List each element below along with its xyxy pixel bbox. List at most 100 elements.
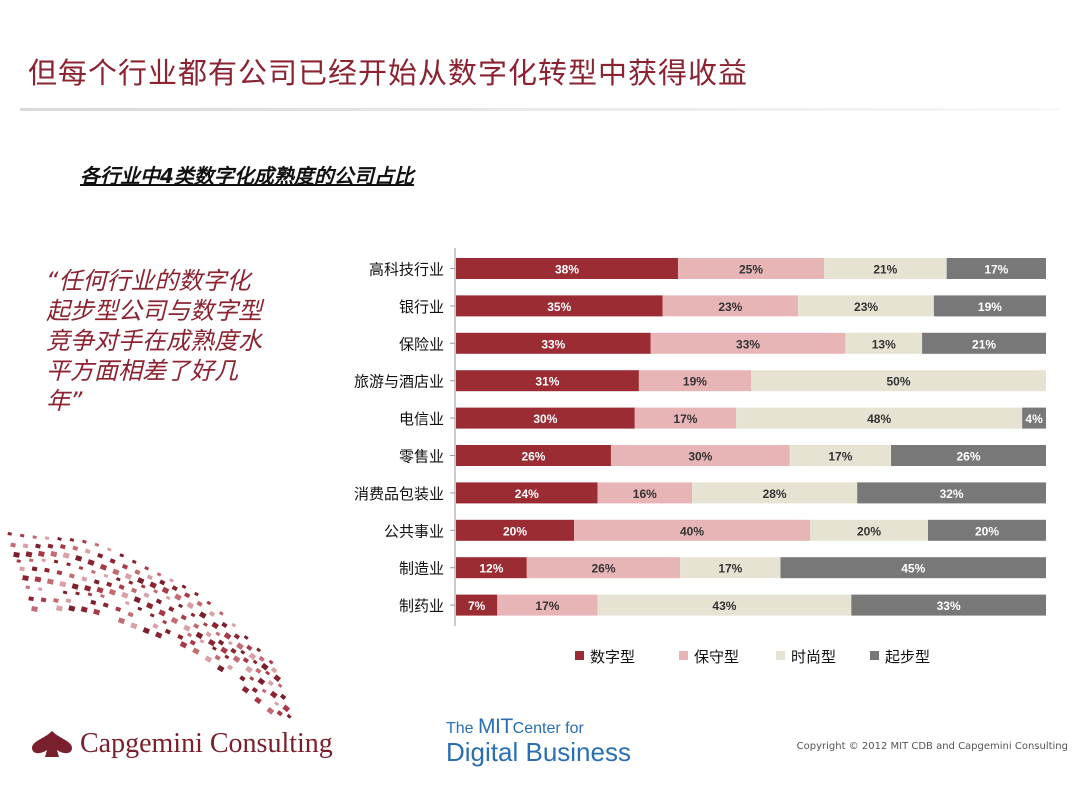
swirl-square: [223, 632, 232, 640]
swirl-square: [47, 543, 54, 549]
data-label: 13%: [872, 337, 896, 351]
swirl-square: [59, 580, 67, 588]
bar-segment: [810, 519, 928, 541]
swirl-square: [195, 631, 204, 640]
category-label: 旅游与酒店业: [354, 373, 444, 391]
swirl-square: [183, 624, 191, 632]
swirl-square: [255, 667, 262, 674]
data-label: 26%: [957, 450, 981, 464]
swirl-square: [170, 616, 179, 625]
data-label: 33%: [937, 599, 961, 613]
swirl-square: [40, 597, 47, 603]
digital-business-text: Digital Business: [446, 737, 631, 767]
swirl-square: [99, 563, 108, 571]
swirl-square: [55, 605, 63, 612]
data-label: 19%: [683, 375, 707, 389]
swirl-square: [158, 609, 166, 617]
data-label: 25%: [739, 263, 763, 277]
data-label: 4%: [1025, 412, 1043, 426]
swirl-square: [124, 572, 133, 580]
swirl-square: [215, 631, 221, 637]
capgemini-logo: Capgemini Consulting: [30, 728, 333, 760]
data-label: 19%: [978, 300, 1002, 314]
swirl-square: [78, 565, 84, 571]
bar-segment: [456, 332, 651, 354]
swirl-square: [181, 584, 187, 590]
swirl-square: [198, 611, 207, 619]
swirl-square: [226, 664, 234, 671]
swirl-square: [279, 693, 287, 700]
data-label: 31%: [535, 375, 559, 389]
bar-segment: [789, 445, 892, 466]
bar-segment: [610, 445, 790, 466]
mit-center-text: Center for: [512, 720, 584, 737]
swirl-square: [169, 578, 175, 583]
data-label: 20%: [857, 524, 881, 538]
swirl-square: [236, 642, 244, 650]
data-label: 26%: [521, 450, 545, 464]
swirl-square: [211, 621, 220, 630]
swirl-square: [53, 559, 59, 564]
swirl-square: [274, 701, 280, 707]
swirl-square: [44, 536, 50, 541]
legend-label: 数字型: [590, 648, 635, 666]
swirl-square: [156, 572, 162, 577]
bar-segment: [662, 295, 799, 317]
spade-icon: [32, 731, 72, 757]
swirl-square: [106, 581, 113, 588]
swirl-square: [187, 632, 193, 638]
swirl-square: [189, 639, 196, 646]
bar-segment: [680, 557, 781, 579]
swirl-square: [143, 592, 150, 599]
data-label: 17%: [535, 599, 559, 613]
title-divider: [20, 108, 1060, 111]
category-label: 保险业: [399, 335, 444, 353]
swirl-square: [268, 659, 274, 665]
data-label: 21%: [873, 263, 897, 277]
swirl-square: [66, 562, 71, 567]
swirl-square: [241, 685, 250, 694]
bar-segment: [456, 445, 611, 466]
swirl-square: [28, 596, 34, 602]
swirl-square: [136, 577, 145, 585]
swirl-square: [84, 548, 91, 554]
swirl-square: [233, 633, 241, 640]
swirl-square: [57, 536, 62, 541]
data-label: 16%: [633, 487, 657, 501]
swirl-square: [179, 641, 188, 649]
swirl-square: [44, 567, 50, 573]
swirl-square: [100, 593, 105, 599]
swirl-square: [65, 598, 72, 604]
swirl-square: [62, 590, 68, 595]
copyright-notice: Copyright © 2012 MIT CDB and Capgemini C…: [796, 741, 1068, 752]
legend-label: 保守型: [694, 648, 739, 666]
data-label: 33%: [736, 337, 760, 351]
data-label: 17%: [673, 412, 697, 426]
legend-label: 起步型: [885, 648, 930, 666]
swirl-square: [220, 646, 229, 655]
stacked-bar-chart: 高科技行业 38% 25% 21% 17% 银行业 35% 23% 23% 19% 保险业 33% 33…: [354, 248, 1046, 666]
swirl-square: [221, 621, 228, 629]
swirl-square: [75, 555, 83, 562]
pull-quote: “任何行业的数字化起步型公司与数字型竞争对手在成熟度水平方面相差了好几年”: [46, 267, 262, 415]
bar-segment: [851, 594, 1046, 616]
swirl-square: [256, 647, 262, 653]
legend-swatch: [870, 651, 879, 660]
swirl-square: [165, 595, 171, 601]
bar-segment: [751, 370, 1046, 392]
swirl-square: [124, 600, 130, 606]
data-label: 40%: [680, 524, 704, 538]
swirl-square: [180, 614, 187, 621]
swirl-square: [168, 606, 175, 612]
bar-segment: [456, 370, 639, 392]
bar-segment: [456, 482, 598, 504]
data-label: 45%: [901, 562, 925, 576]
swirl-square: [87, 559, 95, 566]
swirl-square: [218, 611, 224, 616]
data-label: 20%: [503, 524, 527, 538]
swirl-square: [224, 654, 230, 660]
swirl-square: [37, 587, 43, 591]
data-label: 23%: [718, 300, 742, 314]
swirl-square: [72, 545, 79, 551]
swirl-square: [178, 603, 184, 609]
